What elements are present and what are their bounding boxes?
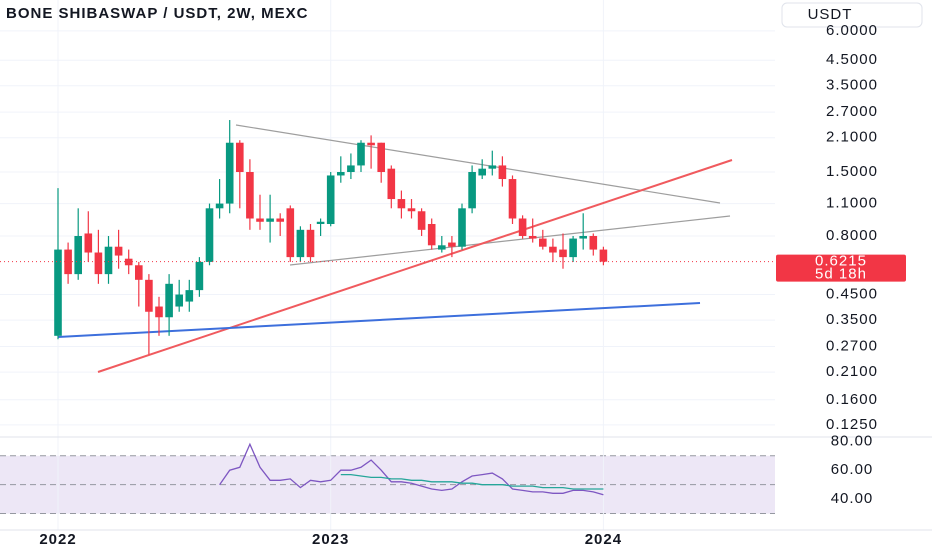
candle-body [326, 175, 335, 224]
candle-body [256, 218, 264, 222]
y-tick-label: 60.00 [831, 461, 874, 478]
trend-lines [57, 124, 733, 373]
currency-label[interactable]: USDT [808, 6, 853, 23]
y-tick-label: 40.00 [831, 490, 874, 507]
candle-body [427, 223, 436, 246]
last-price-tag [776, 254, 906, 282]
candle-body [468, 172, 476, 209]
candle-body [448, 242, 456, 247]
y-tick-label: 0.4500 [826, 286, 878, 303]
candle-body [549, 246, 557, 253]
y-tick-label: 80.00 [831, 432, 874, 449]
candle-body [438, 245, 446, 250]
candle-body [407, 208, 416, 212]
y-tick-label: 1.1000 [826, 195, 878, 212]
y-tick-label: 2.1000 [826, 129, 878, 146]
candle-body [306, 229, 315, 258]
currency-button[interactable] [781, 2, 923, 28]
candle-body [458, 208, 466, 247]
y-tick-label: 2.7000 [826, 103, 878, 120]
candle-body [215, 203, 224, 209]
candle-body [195, 261, 204, 291]
rsi-band [0, 455, 775, 514]
candle-body [94, 252, 103, 275]
axis: 6.0000 4.5000 3.5000 2.7000 2.1000 1.5000 1.10… [39, 22, 906, 548]
candle-body [589, 235, 598, 250]
y-tick-label: 0.2100 [826, 363, 878, 380]
y-tick-label: 0.2700 [826, 338, 878, 355]
candle-body [155, 306, 163, 318]
y-tick-label: 0.1250 [826, 416, 878, 433]
candle-body [498, 165, 507, 180]
candle-body [377, 142, 385, 173]
candle-body [104, 246, 113, 275]
trend-line [57, 302, 701, 338]
candle-body [286, 208, 295, 258]
candle-body [205, 208, 214, 262]
x-tick-label: 2024 [585, 531, 622, 548]
candle-body [276, 218, 284, 222]
candle-body [145, 279, 153, 312]
candle-body [367, 142, 375, 146]
chart-title: BONE SHIBASWAP / USDT, 2W, MEXC [6, 5, 308, 22]
y-tick-label: 1.5000 [826, 163, 878, 180]
candle-body [508, 179, 517, 219]
countdown-label: 5d 18h [815, 266, 867, 283]
candle-body [488, 165, 497, 169]
y-tick-label: 0.8000 [826, 227, 878, 244]
candle-body [225, 142, 234, 204]
candle-body [135, 265, 143, 280]
candle-body [185, 290, 194, 302]
candle-body [559, 249, 567, 258]
candle-body [539, 238, 547, 247]
candle-body [347, 165, 355, 173]
candle-body [74, 235, 82, 275]
candle-body [246, 172, 254, 219]
trend-line [97, 159, 733, 373]
y-tick-label: 0.3500 [826, 311, 878, 328]
candle-body [357, 142, 365, 166]
candle-body [266, 218, 274, 222]
candle-body [175, 294, 183, 307]
candle-body [599, 249, 608, 262]
candle-body [579, 235, 587, 239]
x-tick-label: 2023 [312, 531, 349, 548]
candle-body [387, 168, 396, 200]
y-tick-label: 0.1600 [826, 391, 878, 408]
trend-line [289, 215, 731, 266]
last-price-label: 0.6215 [815, 253, 867, 270]
rsi-line [340, 473, 604, 490]
candle-body [417, 211, 426, 230]
y-tick-label: 4.5000 [826, 51, 878, 68]
candle-body [569, 238, 577, 258]
rsi-line [219, 442, 604, 496]
candle-body [296, 229, 305, 258]
x-tick-label: 2022 [39, 531, 76, 548]
marks [0, 120, 775, 496]
candle-body [84, 233, 93, 253]
candle-body [397, 199, 406, 209]
candle-body [518, 218, 527, 236]
candle-body [337, 172, 345, 176]
candle-body [478, 168, 486, 176]
candle-body [316, 221, 325, 224]
y-tick-label: 3.5000 [826, 77, 878, 94]
candle-body [114, 246, 123, 256]
candle-body [54, 249, 62, 336]
candle-body [165, 283, 173, 318]
y-tick-label: 6.0000 [826, 22, 878, 39]
candle-body [528, 235, 537, 239]
candle-body [236, 142, 244, 173]
